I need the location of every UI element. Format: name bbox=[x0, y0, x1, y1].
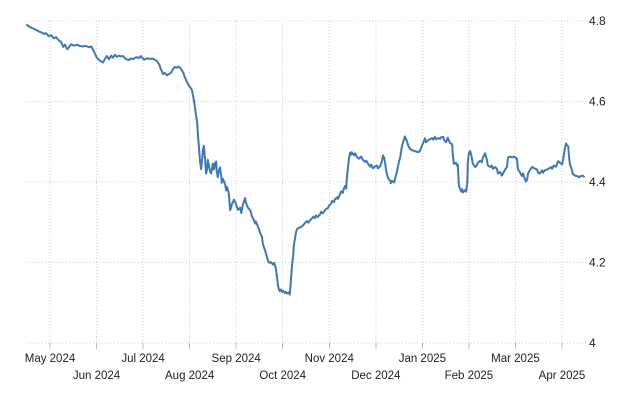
y-axis-label: 4.2 bbox=[589, 256, 606, 270]
x-axis-label: Jun 2024 bbox=[73, 370, 121, 382]
x-axis-label: Dec 2024 bbox=[351, 370, 401, 382]
y-axis-label: 4.4 bbox=[589, 175, 606, 189]
x-axis-label: Mar 2025 bbox=[491, 353, 540, 365]
x-axis-label: Nov 2024 bbox=[305, 353, 355, 365]
x-axis-label: Feb 2025 bbox=[445, 370, 494, 382]
x-axis-label: Jul 2024 bbox=[121, 353, 165, 365]
x-axis-label: Apr 2025 bbox=[539, 370, 586, 382]
y-axis-label: 4.8 bbox=[589, 14, 606, 28]
y-axis-label: 4 bbox=[589, 336, 596, 350]
x-axis-label: Oct 2024 bbox=[259, 370, 306, 382]
x-axis-label: Jan 2025 bbox=[399, 353, 446, 365]
x-axis-label: Sep 2024 bbox=[212, 353, 262, 365]
x-axis-label: May 2024 bbox=[25, 353, 76, 365]
y-axis-label: 4.6 bbox=[589, 95, 606, 109]
series-line bbox=[26, 24, 585, 296]
x-axis-label: Aug 2024 bbox=[165, 370, 215, 382]
